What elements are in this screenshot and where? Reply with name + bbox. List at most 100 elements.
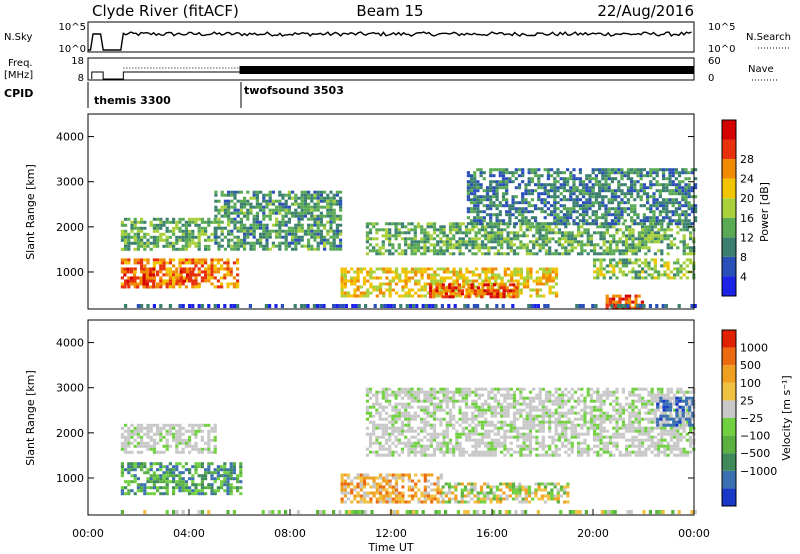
echo-cell xyxy=(210,258,214,262)
echo-cell xyxy=(368,249,373,253)
echo-cell xyxy=(172,489,176,493)
echo-cell xyxy=(476,180,480,184)
echo-cell xyxy=(666,276,670,280)
echo-cell xyxy=(143,244,147,248)
echo-cell xyxy=(313,217,317,221)
nsky-panel-frame xyxy=(87,21,695,53)
echo-cell xyxy=(384,441,389,445)
echo-cell xyxy=(550,174,554,178)
echo-cell xyxy=(326,211,330,215)
echo-cell xyxy=(281,193,285,197)
echo-cell xyxy=(175,474,179,478)
echo-cell xyxy=(674,210,678,214)
echo-cell xyxy=(644,237,648,241)
echo-cell xyxy=(394,390,398,394)
ground-scatter-cell xyxy=(216,304,220,308)
echo-cell xyxy=(401,476,405,480)
echo-cell xyxy=(593,261,597,265)
echo-cell xyxy=(391,408,395,412)
echo-cell xyxy=(625,249,629,253)
echo-cell xyxy=(350,491,354,495)
echo-cell xyxy=(275,217,279,221)
echo-cell xyxy=(464,450,469,454)
echo-cell xyxy=(508,219,512,223)
echo-cell xyxy=(210,267,214,271)
echo-cell xyxy=(585,210,589,214)
echo-cell xyxy=(226,480,230,484)
echo-cell xyxy=(489,295,493,299)
echo-cell xyxy=(410,414,414,418)
echo-cell xyxy=(200,217,204,221)
echo-cell xyxy=(179,273,183,277)
echo-cell xyxy=(143,426,147,430)
echo-cell xyxy=(445,441,449,445)
echo-cell xyxy=(668,168,672,172)
echo-cell xyxy=(369,485,373,489)
echo-cell xyxy=(569,174,573,178)
echo-cell xyxy=(291,190,295,194)
echo-cell xyxy=(207,429,211,433)
echo-cell xyxy=(197,474,201,478)
echo-cell xyxy=(394,479,399,483)
echo-cell xyxy=(519,225,523,229)
echo-cell xyxy=(628,306,632,310)
echo-cell xyxy=(490,387,494,391)
echo-cell xyxy=(602,273,606,277)
echo-cell xyxy=(482,204,486,208)
echo-cell xyxy=(313,232,317,236)
echo-cell xyxy=(127,444,131,448)
echo-cell xyxy=(442,441,446,445)
echo-cell xyxy=(232,276,236,280)
echo-cell xyxy=(582,186,586,190)
echo-cell xyxy=(599,264,603,268)
echo-cell xyxy=(660,228,664,232)
echo-cell xyxy=(580,225,584,229)
echo-cell xyxy=(252,214,256,218)
echo-cell xyxy=(184,462,188,466)
echo-cell xyxy=(604,219,608,223)
echo-cell xyxy=(372,402,376,406)
echo-cell xyxy=(335,229,339,233)
echo-cell xyxy=(480,408,485,412)
echo-cell xyxy=(588,186,592,190)
echo-cell xyxy=(493,453,497,457)
echo-cell xyxy=(658,183,662,187)
echo-cell xyxy=(607,207,611,211)
echo-cell xyxy=(436,396,440,400)
echo-cell xyxy=(175,441,179,445)
echo-cell xyxy=(682,243,686,247)
ground-scatter-cell xyxy=(581,304,585,308)
echo-cell xyxy=(159,226,163,230)
echo-cell xyxy=(397,393,401,397)
echo-cell xyxy=(612,225,616,229)
echo-cell xyxy=(620,216,624,220)
echo-cell xyxy=(394,267,399,271)
echo-cell xyxy=(382,497,386,501)
echo-cell xyxy=(366,273,370,277)
echo-cell xyxy=(588,204,592,208)
echo-cell xyxy=(227,190,231,194)
echo-cell xyxy=(368,414,373,418)
ground-scatter-cell xyxy=(200,304,204,308)
echo-cell xyxy=(492,204,496,208)
echo-cell xyxy=(599,225,603,229)
echo-cell xyxy=(578,168,582,172)
echo-cell xyxy=(316,235,320,239)
echo-cell xyxy=(262,235,266,239)
echo-cell xyxy=(127,492,131,496)
echo-cell xyxy=(625,252,629,256)
echo-cell xyxy=(513,273,517,277)
echo-cell xyxy=(690,189,694,193)
echo-cell xyxy=(644,270,648,274)
echo-cell xyxy=(455,420,459,424)
echo-cell xyxy=(200,477,204,481)
echo-cell xyxy=(197,450,201,454)
echo-cell xyxy=(474,438,478,442)
echo-cell xyxy=(284,235,288,239)
echo-cell xyxy=(660,237,664,241)
ground-scatter-cell xyxy=(421,304,425,308)
echo-cell xyxy=(365,234,369,238)
echo-cell xyxy=(676,273,680,277)
echo-cell xyxy=(626,201,630,205)
echo-cell xyxy=(146,241,150,245)
